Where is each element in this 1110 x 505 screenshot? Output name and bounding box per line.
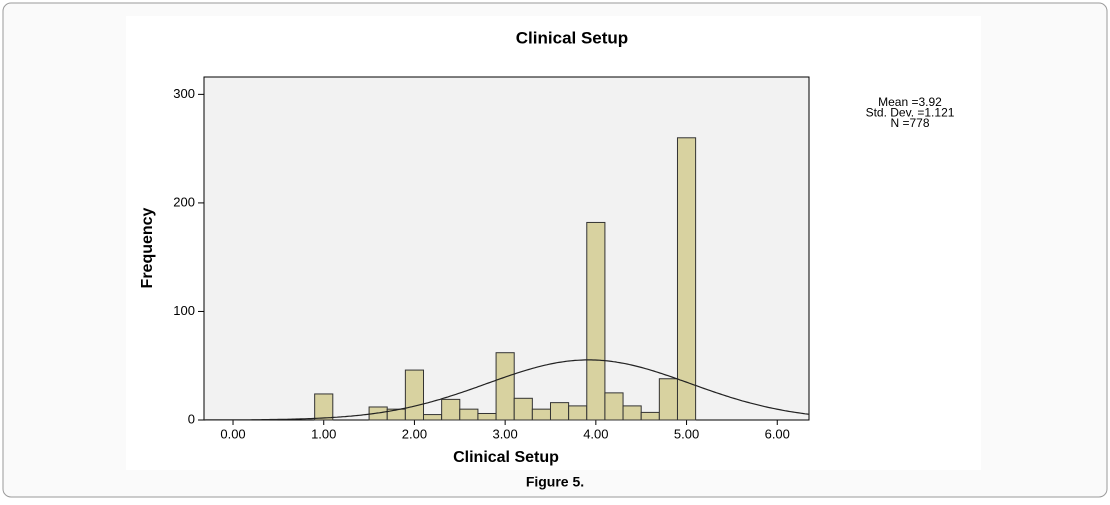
y-tick-label: 200	[173, 194, 195, 209]
bar	[404, 369, 425, 421]
bar	[531, 408, 551, 421]
x-tick-label: 1.00	[311, 426, 336, 441]
y-tick-label: 300	[173, 86, 195, 101]
x-tick-label: 2.00	[402, 426, 427, 441]
stats-label: Mean =3.92	[878, 95, 942, 109]
bar	[604, 392, 624, 421]
bar	[459, 408, 479, 421]
x-tick-label: 6.00	[765, 426, 790, 441]
bar	[513, 397, 533, 421]
bar	[658, 378, 678, 421]
bar	[441, 398, 461, 421]
y-axis-label: Frequency	[139, 207, 156, 288]
caption: Figure 5.	[526, 474, 584, 490]
y-tick-label: 0	[188, 411, 195, 426]
x-tick-label: 5.00	[674, 426, 699, 441]
bar	[568, 405, 588, 421]
x-axis-label: Clinical Setup	[453, 449, 559, 466]
stats-label: Std. Dev. =1.121	[866, 106, 955, 120]
bar	[495, 352, 515, 421]
y-tick-label: 100	[173, 303, 195, 318]
stats-label: N =778	[890, 116, 929, 130]
bar	[586, 221, 606, 421]
bar	[549, 402, 570, 421]
bar	[676, 137, 697, 421]
x-tick-label: 4.00	[583, 426, 608, 441]
bar	[622, 405, 642, 421]
x-tick-label: 3.00	[492, 426, 517, 441]
x-tick-label: 0.00	[220, 426, 245, 441]
bar	[314, 393, 334, 421]
normal-curve	[203, 359, 810, 421]
bar	[640, 411, 660, 421]
bar	[477, 412, 497, 421]
bar	[423, 414, 443, 421]
chart-title: Clinical Setup	[516, 28, 628, 47]
